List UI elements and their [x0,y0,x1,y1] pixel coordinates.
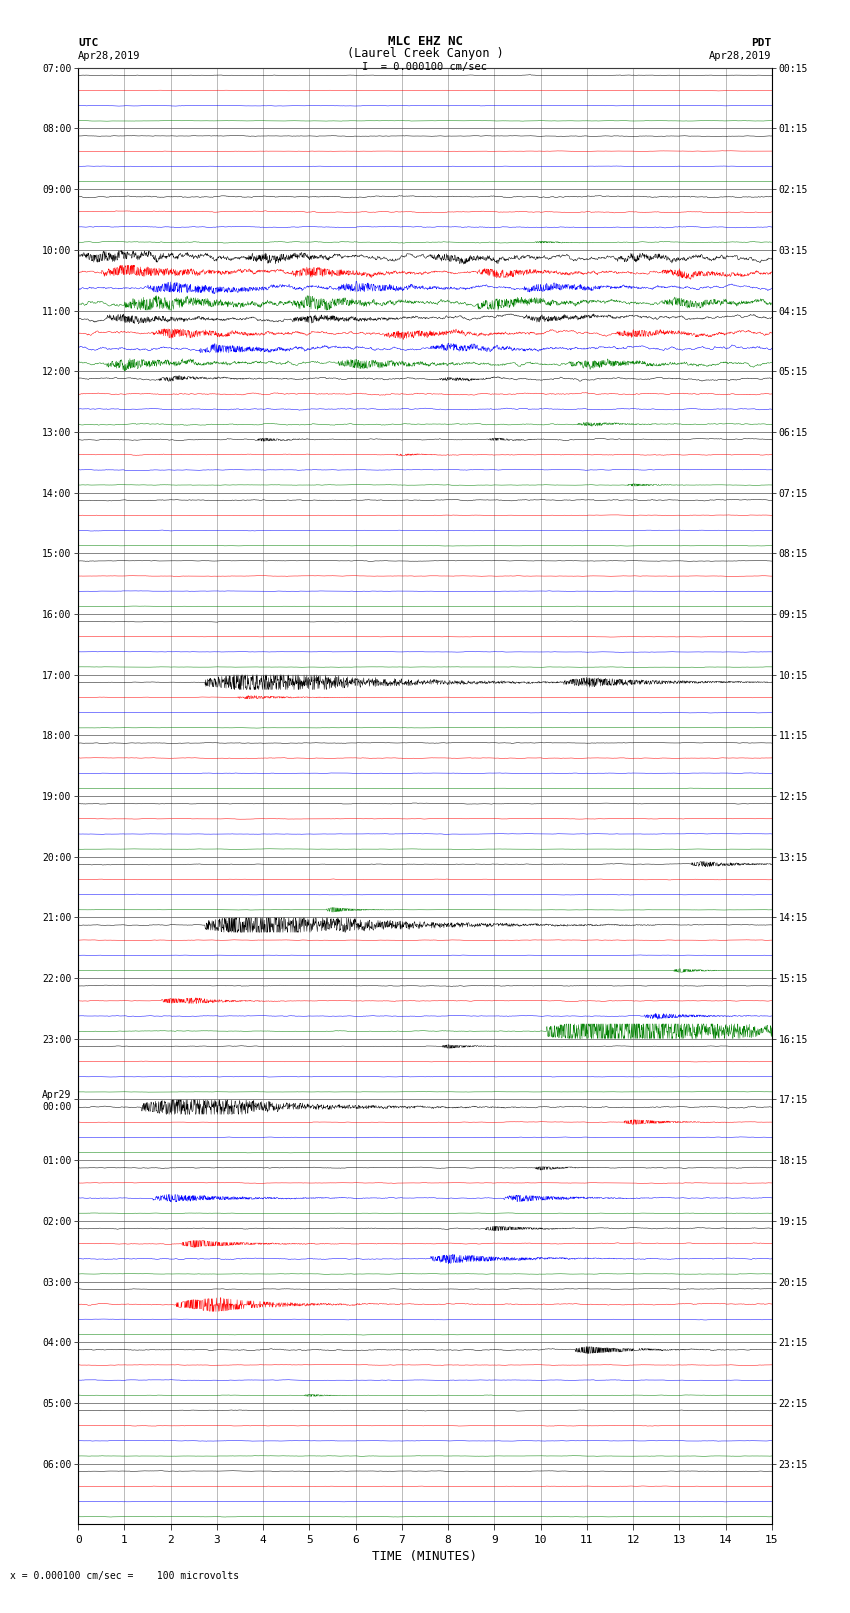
Text: UTC: UTC [78,39,99,48]
Text: MLC EHZ NC: MLC EHZ NC [388,34,462,47]
Text: I  = 0.000100 cm/sec: I = 0.000100 cm/sec [362,61,488,71]
Text: Apr28,2019: Apr28,2019 [78,52,141,61]
Text: PDT: PDT [751,39,772,48]
Text: (Laurel Creek Canyon ): (Laurel Creek Canyon ) [347,47,503,60]
Text: x = 0.000100 cm/sec =    100 microvolts: x = 0.000100 cm/sec = 100 microvolts [10,1571,240,1581]
Text: Apr28,2019: Apr28,2019 [709,52,772,61]
X-axis label: TIME (MINUTES): TIME (MINUTES) [372,1550,478,1563]
